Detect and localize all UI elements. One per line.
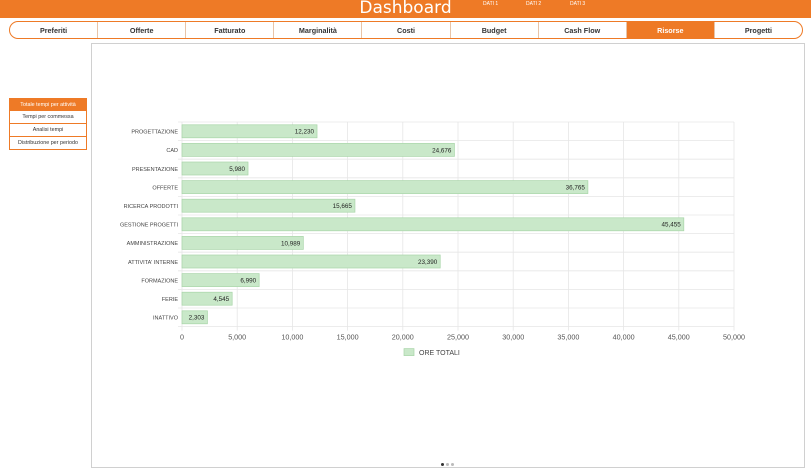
category-label: RICERCA PRODOTTI [124, 204, 179, 210]
category-label: PRESENTAZIONE [132, 167, 178, 173]
dati-2-link[interactable]: DATI 2 [526, 1, 542, 7]
bar-value-label: 5,980 [229, 166, 245, 173]
tab-progetti[interactable]: Progetti [744, 25, 772, 35]
bar-value-label: 15,665 [333, 203, 353, 210]
x-tick-label: 15,000 [337, 333, 359, 342]
sidebar-item-totale-tempi[interactable]: Totale tempi per attività [9, 98, 87, 111]
bar-value-label: 6,990 [240, 278, 256, 285]
bar-value-label: 2,303 [189, 315, 205, 322]
x-tick-label: 25,000 [447, 333, 469, 342]
legend-label: ORE TOTALI [419, 350, 460, 357]
tab-preferiti[interactable]: Preferiti [10, 22, 99, 38]
bar-value-label: 12,230 [295, 129, 315, 136]
bar [181, 273, 260, 287]
bar-value-label: 24,676 [432, 147, 452, 154]
legend-swatch [403, 348, 415, 356]
category-label: GESTIONE PROGETTI [120, 223, 179, 229]
bar-value-label: 36,765 [566, 185, 586, 192]
bar [181, 310, 208, 325]
bar [181, 161, 249, 176]
tab-fatturato[interactable]: Fatturato [186, 22, 275, 38]
bar-chart: 0 5,000 10,000 15,000 20,000 25,000 30,000 35,0… [120, 121, 745, 357]
x-tick-label: 50,000 [723, 333, 745, 342]
category-label: OFFERTE [152, 185, 178, 191]
page-dot[interactable] [441, 463, 444, 466]
dati-3-link[interactable]: DATI 3 [570, 1, 586, 7]
bar-value-label: 10,989 [281, 240, 301, 247]
bar [181, 143, 455, 157]
header-bar: Dashboard DATI 1 DATI 2 DATI 3 [0, 0, 811, 18]
tab-marginalita[interactable]: Marginalità [274, 22, 363, 38]
bar [181, 254, 441, 269]
category-label: INATTIVO [153, 316, 179, 322]
page-indicator [441, 463, 454, 466]
sidebar-item-tempi-commessa[interactable]: Tempi per commessa [9, 111, 87, 124]
category-label: FORMAZIONE [141, 278, 178, 284]
dati-1-link[interactable]: DATI 1 [483, 1, 499, 7]
main-nav: Preferiti Offerte Fatturato Marginalità … [9, 21, 803, 39]
x-tick-label: 10,000 [281, 333, 303, 342]
page-title: Dashboard [359, 0, 452, 18]
page-dot[interactable] [446, 463, 449, 466]
tab-budget[interactable]: Budget [451, 22, 539, 38]
bar [181, 180, 589, 194]
tab-cash-flow[interactable]: Cash Flow [539, 22, 627, 38]
x-tick-label: 20,000 [392, 333, 414, 342]
bar [181, 291, 233, 306]
category-label: FERIE [162, 297, 179, 303]
chart-panel: 0 5,000 10,000 15,000 20,000 25,000 30,000 35,0… [91, 43, 805, 468]
category-label: AMMINISTRAZIONE [127, 241, 179, 247]
bar [181, 236, 304, 250]
category-label: ATTIVITA' INTERNE [128, 260, 178, 266]
bar-value-label: 23,390 [418, 259, 438, 266]
sidebar-item-distribuzione[interactable]: Distribuzione per periodo [9, 137, 87, 150]
tab-risorse[interactable]: Risorse [626, 22, 715, 38]
x-tick-label: 0 [180, 333, 184, 342]
sidebar-menu: Totale tempi per attività Tempi per comm… [9, 98, 87, 150]
bar-value-label: 4,545 [213, 296, 229, 303]
bar [181, 217, 685, 232]
bar [181, 124, 318, 139]
bar [181, 198, 356, 213]
x-tick-label: 35,000 [557, 333, 579, 342]
x-tick-label: 40,000 [613, 333, 635, 342]
bar-value-label: 45,455 [662, 222, 682, 229]
page-dot[interactable] [451, 463, 454, 466]
x-tick-label: 30,000 [502, 333, 524, 342]
x-tick-label: 5,000 [228, 333, 246, 342]
x-tick-label: 45,000 [668, 333, 690, 342]
category-label: CAD [166, 148, 178, 154]
sidebar-item-analisi-tempi[interactable]: Analisi tempi [9, 124, 87, 137]
tab-costi[interactable]: Costi [362, 22, 451, 38]
category-label: PROGETTAZIONE [131, 130, 178, 136]
tab-offerte[interactable]: Offerte [98, 22, 187, 38]
